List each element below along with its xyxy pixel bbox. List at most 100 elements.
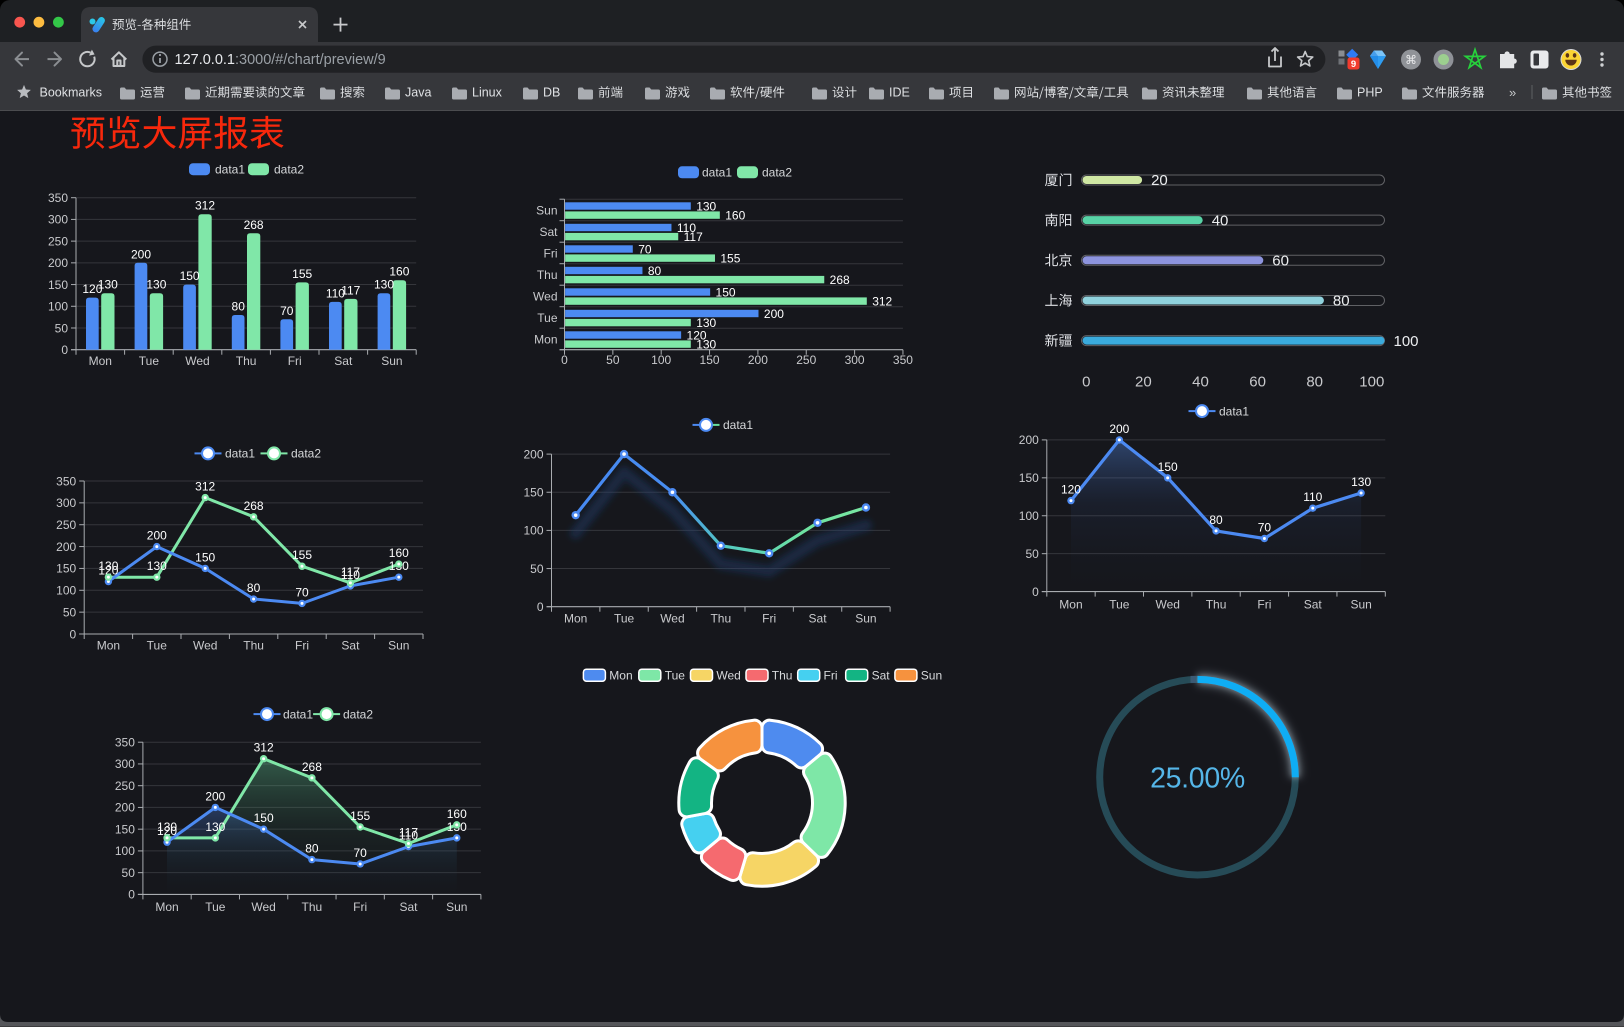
svg-text:150: 150 xyxy=(48,278,68,292)
svg-text:Tue: Tue xyxy=(537,311,558,325)
svg-text:70: 70 xyxy=(638,242,652,256)
svg-text:100: 100 xyxy=(1359,374,1384,391)
svg-text:Sat: Sat xyxy=(399,900,418,914)
svg-text:300: 300 xyxy=(48,213,68,227)
svg-text:Mon: Mon xyxy=(609,669,632,683)
svg-text:268: 268 xyxy=(302,760,322,774)
svg-text:160: 160 xyxy=(725,208,745,222)
svg-text:data2: data2 xyxy=(291,447,321,461)
svg-text:Sat: Sat xyxy=(872,669,891,683)
svg-text:Wed: Wed xyxy=(193,639,217,653)
svg-text:130: 130 xyxy=(147,559,167,573)
svg-text:117: 117 xyxy=(399,826,418,840)
svg-text:25.00%: 25.00% xyxy=(1150,763,1245,795)
svg-text:40: 40 xyxy=(1212,212,1229,229)
svg-text:200: 200 xyxy=(764,307,784,321)
svg-text:70: 70 xyxy=(295,585,309,599)
svg-text:150: 150 xyxy=(523,486,543,500)
svg-text:Sat: Sat xyxy=(809,612,828,626)
svg-text:127.0.0.1:3000/#/chart/preview: 127.0.0.1:3000/#/chart/preview/9 xyxy=(175,52,386,68)
svg-text:Wed: Wed xyxy=(1155,598,1179,612)
svg-text:80: 80 xyxy=(232,299,246,313)
svg-text:110: 110 xyxy=(1303,490,1322,504)
svg-text:20: 20 xyxy=(1151,172,1168,189)
svg-text:150: 150 xyxy=(716,285,736,299)
svg-text:117: 117 xyxy=(341,283,360,297)
svg-text:200: 200 xyxy=(48,256,68,270)
svg-text:268: 268 xyxy=(244,218,264,232)
svg-text:70: 70 xyxy=(280,304,294,318)
svg-text:80: 80 xyxy=(247,581,261,595)
svg-text:110: 110 xyxy=(326,286,345,300)
svg-text:60: 60 xyxy=(1272,253,1289,270)
svg-text:150: 150 xyxy=(1158,460,1178,474)
svg-text:Mon: Mon xyxy=(534,332,557,346)
svg-text:Sat: Sat xyxy=(539,225,558,239)
svg-text:200: 200 xyxy=(1019,433,1039,447)
svg-text:Sun: Sun xyxy=(1350,598,1371,612)
svg-text:300: 300 xyxy=(115,757,135,771)
svg-text:0: 0 xyxy=(70,627,77,641)
svg-text:250: 250 xyxy=(796,353,816,367)
svg-text:data1: data1 xyxy=(215,163,245,177)
svg-text:350: 350 xyxy=(56,474,76,488)
svg-text:150: 150 xyxy=(700,353,720,367)
svg-text:250: 250 xyxy=(48,234,68,248)
svg-text:155: 155 xyxy=(350,809,370,823)
svg-text:Fri: Fri xyxy=(544,246,558,260)
svg-text:117: 117 xyxy=(684,230,703,244)
svg-text:Tue: Tue xyxy=(147,639,168,653)
svg-text:80: 80 xyxy=(1306,374,1323,391)
svg-text:100: 100 xyxy=(56,584,76,598)
svg-text:Mon: Mon xyxy=(1059,598,1082,612)
svg-text:160: 160 xyxy=(447,807,467,821)
svg-text:⌘: ⌘ xyxy=(1405,53,1417,67)
svg-text:80: 80 xyxy=(305,842,319,856)
svg-text:268: 268 xyxy=(830,273,850,287)
svg-text:Mon: Mon xyxy=(89,354,112,368)
svg-text:data2: data2 xyxy=(762,166,792,180)
svg-text:70: 70 xyxy=(354,846,368,860)
svg-text:data1: data1 xyxy=(702,166,732,180)
svg-text:9: 9 xyxy=(1351,59,1356,70)
svg-text:150: 150 xyxy=(195,550,215,564)
svg-text:Fri: Fri xyxy=(762,612,776,626)
svg-text:50: 50 xyxy=(606,353,620,367)
svg-text:Wed: Wed xyxy=(251,900,275,914)
svg-text:80: 80 xyxy=(1333,293,1350,310)
svg-text:Sun: Sun xyxy=(388,639,409,653)
svg-text:Thu: Thu xyxy=(710,612,731,626)
svg-text:350: 350 xyxy=(48,191,68,205)
svg-text:Sun: Sun xyxy=(446,900,467,914)
svg-text:300: 300 xyxy=(845,353,865,367)
svg-text:data2: data2 xyxy=(343,707,373,721)
svg-text:data1: data1 xyxy=(283,707,313,721)
svg-text:Tue: Tue xyxy=(1109,598,1130,612)
svg-text:DB: DB xyxy=(543,86,560,100)
svg-text:0: 0 xyxy=(1032,585,1039,599)
svg-text:150: 150 xyxy=(115,822,135,836)
svg-text:Tue: Tue xyxy=(665,669,686,683)
svg-text:130: 130 xyxy=(98,278,118,292)
svg-text:130: 130 xyxy=(696,337,716,351)
svg-text:350: 350 xyxy=(893,353,913,367)
svg-text:250: 250 xyxy=(115,779,135,793)
svg-text:150: 150 xyxy=(56,562,76,576)
svg-text:Mon: Mon xyxy=(564,612,587,626)
svg-text:200: 200 xyxy=(56,540,76,554)
svg-text:data2: data2 xyxy=(274,163,304,177)
svg-text:312: 312 xyxy=(195,480,215,494)
svg-text:data1: data1 xyxy=(225,447,255,461)
svg-text:Linux: Linux xyxy=(472,86,503,100)
svg-text:130: 130 xyxy=(157,820,177,834)
svg-text:20: 20 xyxy=(1135,374,1152,391)
svg-text:155: 155 xyxy=(292,267,312,281)
svg-text:Sun: Sun xyxy=(536,203,557,217)
svg-text:200: 200 xyxy=(523,447,543,461)
svg-text:150: 150 xyxy=(180,269,200,283)
svg-text:Sat: Sat xyxy=(1304,598,1323,612)
svg-text:Wed: Wed xyxy=(660,612,684,626)
svg-text:200: 200 xyxy=(115,801,135,815)
svg-text:312: 312 xyxy=(195,199,215,213)
svg-text:160: 160 xyxy=(389,546,409,560)
